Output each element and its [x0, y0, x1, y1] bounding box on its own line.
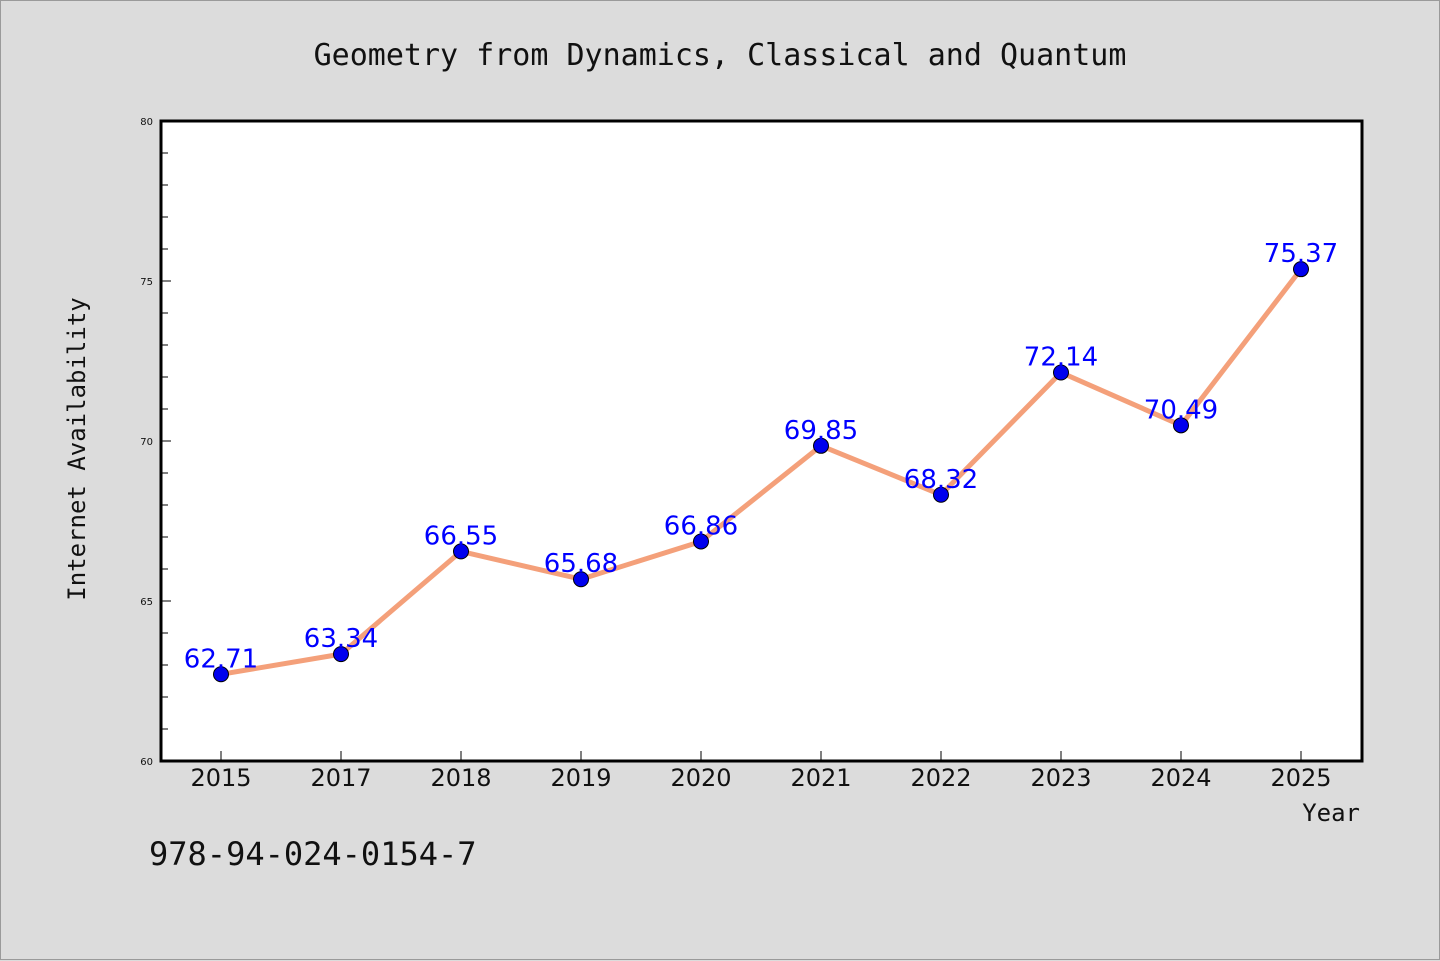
- x-tick-label: 2020: [670, 764, 731, 792]
- y-tick-label: 60: [140, 757, 153, 768]
- series-markers: [213, 261, 1309, 683]
- data-point: [333, 646, 349, 663]
- data-label: 66.86: [664, 511, 738, 541]
- x-tick-label: 2018: [430, 764, 491, 792]
- data-label: 62.71: [184, 644, 258, 674]
- data-point: [1293, 261, 1309, 278]
- x-tick-label: 2017: [310, 764, 371, 792]
- x-axis-label: Year: [1302, 799, 1360, 827]
- x-tick-label: 2025: [1270, 764, 1331, 792]
- data-label: 72.14: [1024, 343, 1098, 373]
- y-axis: 60 65 70 75 80: [140, 117, 171, 768]
- x-tick-label: 2019: [550, 764, 611, 792]
- data-labels: 62.71 63.34 66.55 65.68 66.86 69.85 68.32 72.14…: [184, 239, 1338, 674]
- data-label: 63.34: [304, 624, 378, 654]
- data-label: 70.49: [1144, 395, 1218, 425]
- data-point: [813, 437, 829, 454]
- data-point: [573, 571, 589, 588]
- data-point: [1053, 364, 1069, 381]
- data-point: [213, 666, 229, 683]
- x-tick-label: 2023: [1030, 764, 1091, 792]
- data-point: [693, 533, 709, 550]
- data-point: [933, 486, 949, 503]
- x-axis: 2015 2017 2018 2019 2020 2021 2022 2023 2024 2025: [190, 751, 1332, 792]
- y-tick-label: 80: [140, 117, 153, 128]
- plot-area: [159, 119, 1364, 763]
- data-point: [1173, 417, 1189, 434]
- data-point: [453, 543, 469, 560]
- y-tick-label: 70: [140, 437, 153, 448]
- x-tick-label: 2021: [790, 764, 851, 792]
- y-tick-label: 65: [140, 597, 153, 608]
- data-label: 65.68: [544, 549, 618, 579]
- y-tick-label: 75: [140, 277, 153, 288]
- isbn-text: 978-94-024-0154-7: [149, 835, 477, 873]
- data-label: 69.85: [784, 416, 858, 446]
- data-label: 68.32: [904, 465, 978, 495]
- data-label: 75.37: [1264, 239, 1338, 269]
- x-tick-label: 2015: [190, 764, 251, 792]
- x-tick-label: 2024: [1150, 764, 1211, 792]
- x-tick-label: 2022: [910, 764, 971, 792]
- chart-title: Geometry from Dynamics, Classical and Qu…: [314, 38, 1127, 73]
- series-line: [220, 267, 1303, 677]
- y-axis-label: Internet Availability: [63, 297, 91, 600]
- data-label: 66.55: [424, 521, 498, 551]
